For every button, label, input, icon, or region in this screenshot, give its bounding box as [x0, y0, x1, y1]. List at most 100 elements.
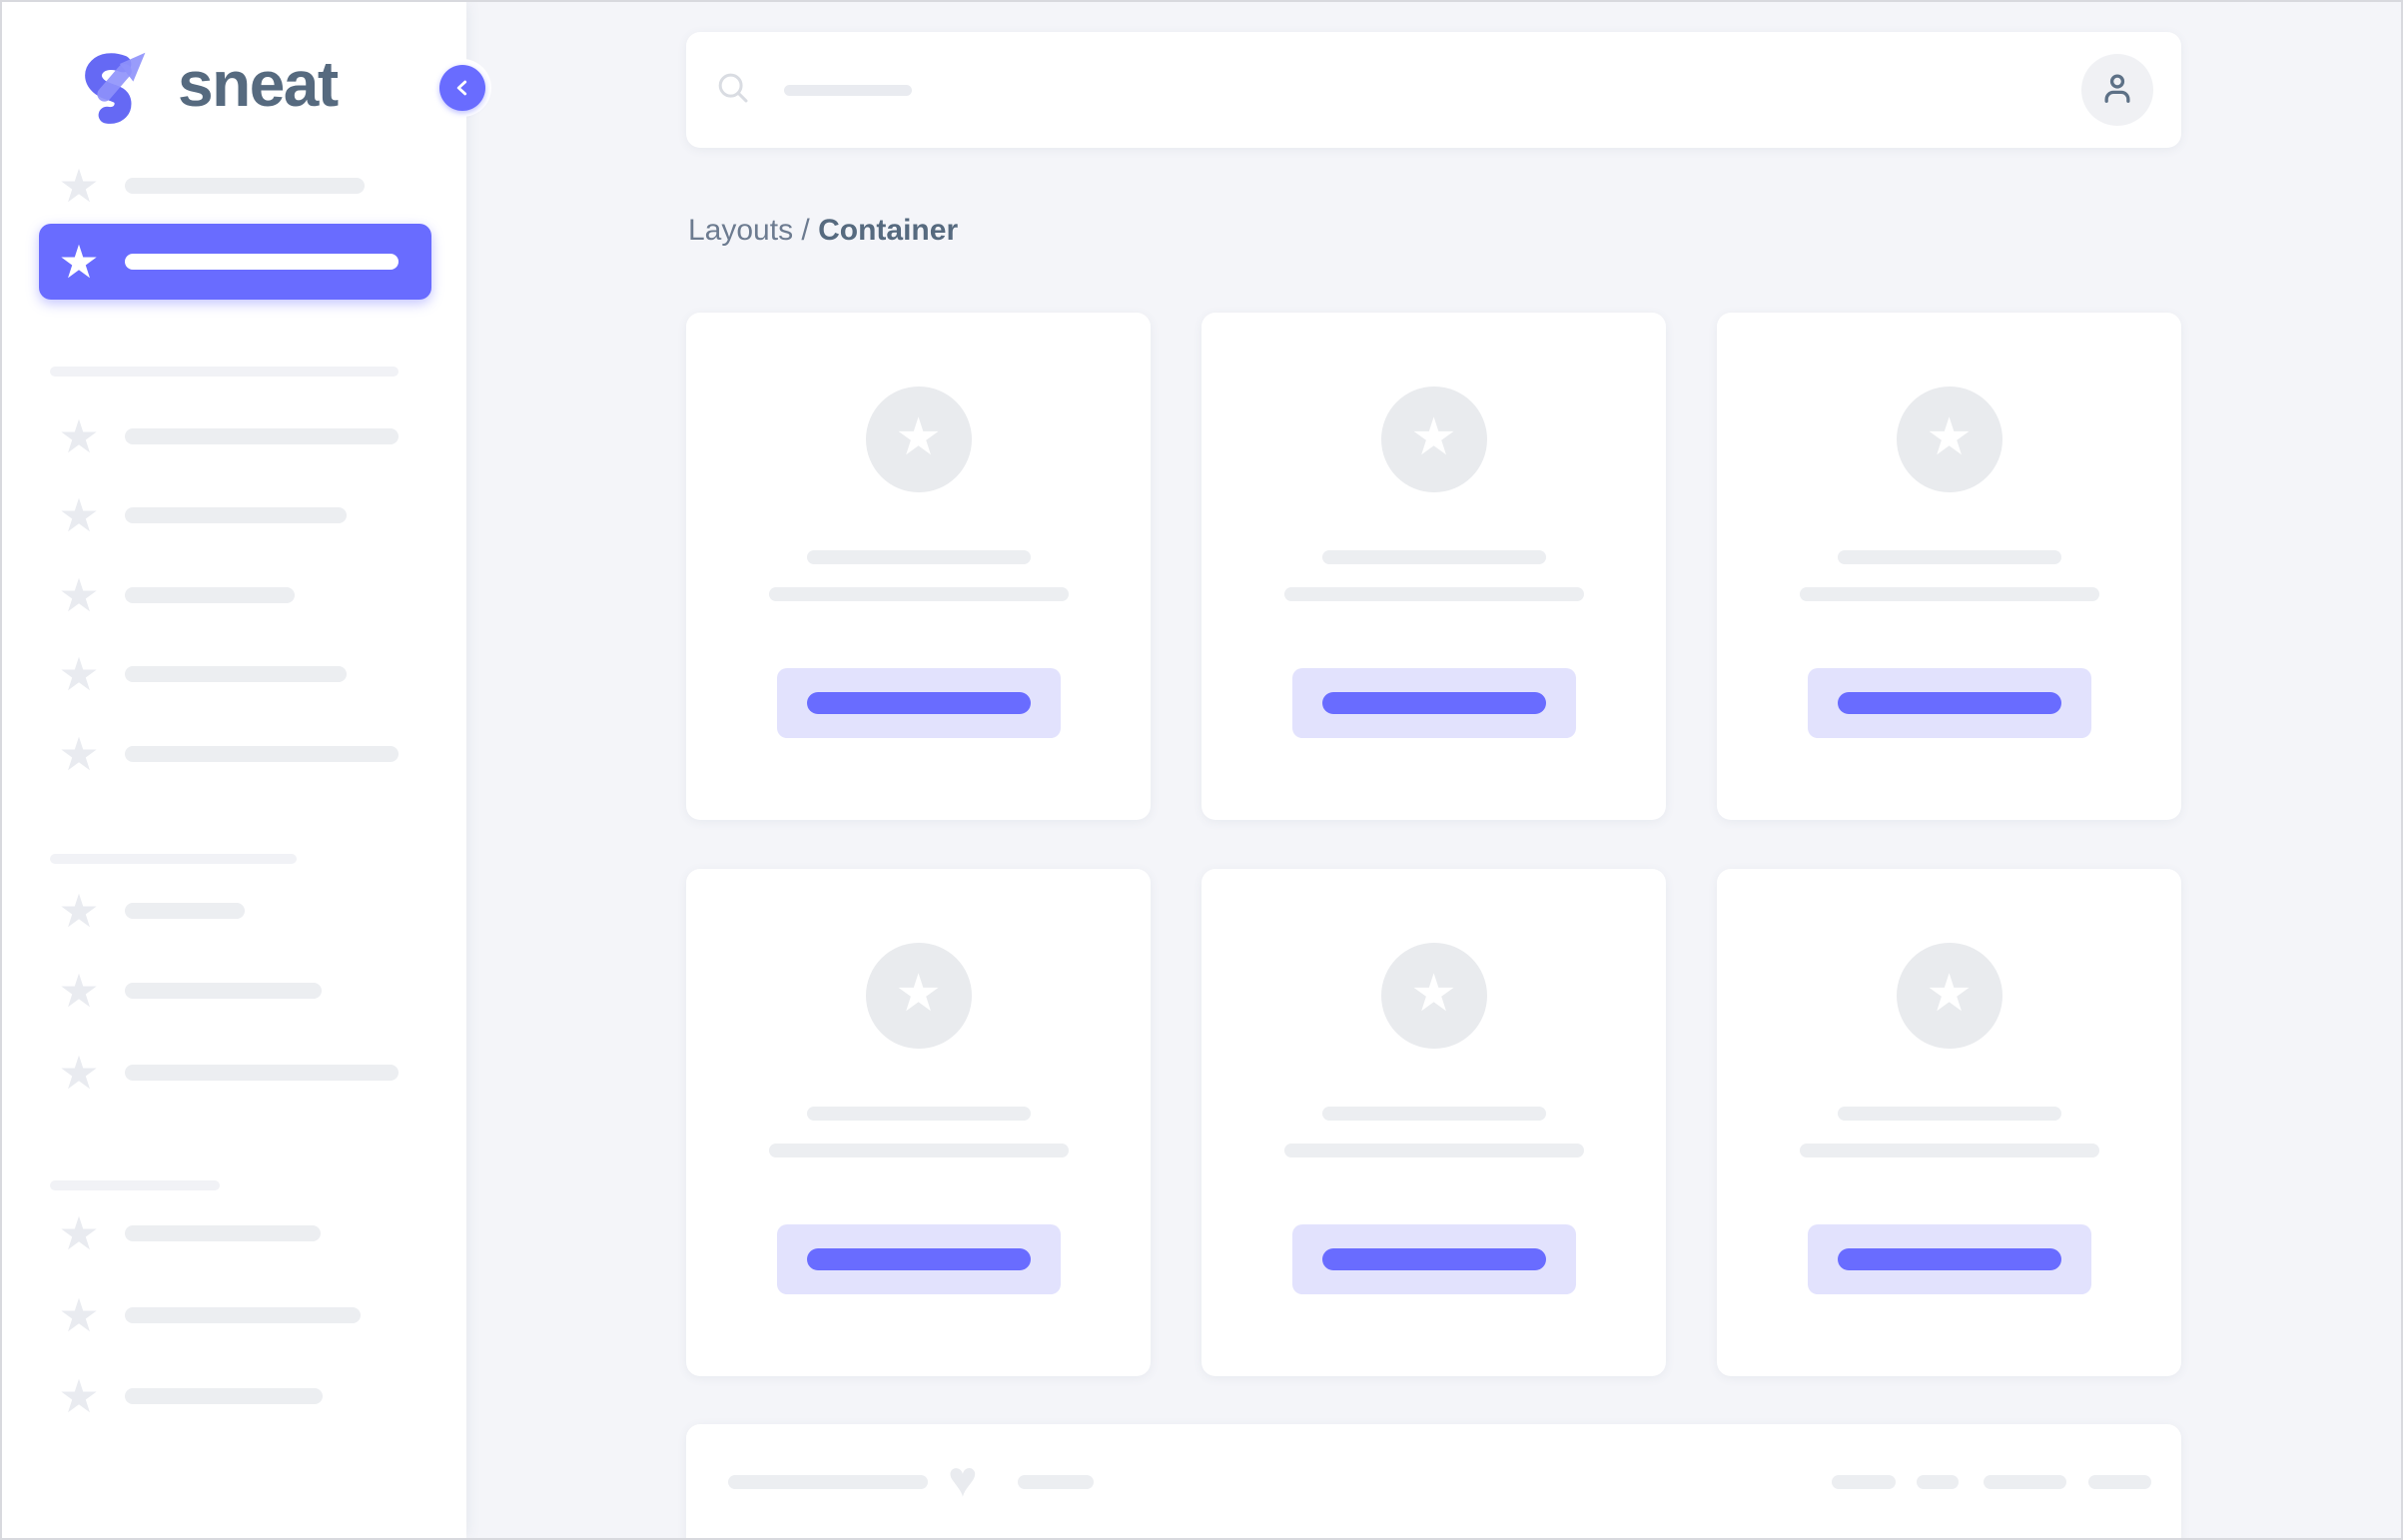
sidebar-collapse-button[interactable]	[433, 59, 491, 117]
card-action-button[interactable]	[1291, 668, 1576, 738]
card-text-placeholder-bar	[1837, 550, 2061, 564]
sidebar: sneat ★ ★ ★ ★ ★ ★ ★ ★ ★ ★ ★ ★ ★	[2, 2, 466, 1538]
card-action-button[interactable]	[1807, 1224, 2091, 1294]
heart-icon[interactable]: ♥	[948, 1451, 978, 1507]
user-menu-button[interactable]	[2081, 54, 2153, 126]
card-action-button[interactable]	[776, 1224, 1061, 1294]
star-icon: ★	[895, 408, 942, 466]
sidebar-menu-item[interactable]: ★	[2, 1033, 466, 1113]
star-icon: ★	[58, 648, 100, 700]
card-text-placeholder-bar	[1799, 1144, 2099, 1157]
sidebar-menu-item[interactable]: ★	[2, 951, 466, 1031]
sidebar-menu-item[interactable]: ★	[2, 1275, 466, 1355]
star-icon: ★	[58, 1207, 100, 1259]
menu-label-placeholder-bar	[125, 1225, 321, 1241]
star-icon: ★	[58, 885, 100, 937]
person-icon	[2096, 67, 2138, 114]
placeholder-card: ★	[1717, 869, 2181, 1376]
card-text-placeholder-bar	[1321, 550, 1546, 564]
card-text-placeholder-bar	[1837, 1107, 2061, 1121]
sidebar-section-divider	[50, 854, 297, 864]
menu-label-placeholder-bar	[125, 903, 245, 919]
star-icon: ★	[58, 1047, 100, 1099]
card-avatar: ★	[865, 943, 972, 1049]
brand-name: sneat	[178, 48, 339, 120]
chevron-left-icon	[439, 65, 485, 111]
star-icon: ★	[58, 728, 100, 780]
card-avatar: ★	[1896, 943, 2002, 1049]
search-icon	[714, 69, 752, 112]
sidebar-menu-item[interactable]: ★	[2, 714, 466, 794]
pagination-placeholder-bar[interactable]	[1832, 1475, 1896, 1489]
menu-label-placeholder-bar	[125, 1065, 399, 1081]
card-avatar: ★	[1380, 943, 1487, 1049]
button-label-placeholder-bar	[1837, 1248, 2061, 1270]
sidebar-menu-item[interactable]: ★	[2, 871, 466, 951]
card-avatar: ★	[865, 386, 972, 492]
breadcrumb-separator: /	[801, 214, 810, 247]
placeholder-card: ★	[686, 869, 1151, 1376]
button-label-placeholder-bar	[1321, 1248, 1546, 1270]
menu-label-placeholder-bar	[125, 746, 399, 762]
card-text-placeholder-bar	[1799, 587, 2099, 601]
card-action-button[interactable]	[1291, 1224, 1576, 1294]
sidebar-menu-item[interactable]: ★	[2, 146, 466, 226]
sidebar-menu-item[interactable]: ★	[2, 475, 466, 555]
placeholder-card: ★	[1717, 313, 2181, 820]
pagination-placeholder-bar[interactable]	[1917, 1475, 1959, 1489]
card-text-placeholder-bar	[1321, 1107, 1546, 1121]
card-action-button[interactable]	[776, 668, 1061, 738]
card-avatar: ★	[1896, 386, 2002, 492]
bottom-card-placeholder-bar	[1018, 1475, 1094, 1489]
star-icon: ★	[58, 489, 100, 541]
sidebar-section-divider	[50, 1180, 220, 1190]
star-icon: ★	[1410, 408, 1457, 466]
card-action-button[interactable]	[1807, 668, 2091, 738]
card-text-placeholder-bar	[768, 587, 1069, 601]
sidebar-menu-item[interactable]: ★	[2, 396, 466, 476]
search-input[interactable]	[714, 32, 912, 148]
pagination-placeholder-bar[interactable]	[2088, 1475, 2151, 1489]
button-label-placeholder-bar	[1837, 692, 2061, 714]
star-icon: ★	[58, 160, 100, 212]
sidebar-menu-item[interactable]: ★	[2, 1356, 466, 1436]
star-icon: ★	[58, 569, 100, 621]
star-icon: ★	[1926, 408, 1973, 466]
star-icon: ★	[58, 236, 100, 288]
menu-label-placeholder-bar	[125, 428, 399, 444]
star-icon: ★	[1410, 965, 1457, 1023]
sidebar-menu-item-active[interactable]: ★	[2, 222, 466, 302]
pagination-placeholder-bar[interactable]	[1984, 1475, 2066, 1489]
top-navbar	[686, 32, 2181, 148]
star-icon: ★	[58, 410, 100, 462]
placeholder-card: ★	[686, 313, 1151, 820]
sidebar-menu-item[interactable]: ★	[2, 634, 466, 714]
card-avatar: ★	[1380, 386, 1487, 492]
card-text-placeholder-bar	[806, 550, 1031, 564]
star-icon: ★	[895, 965, 942, 1023]
breadcrumb: Layouts / Container	[688, 214, 958, 248]
sidebar-menu: ★ ★ ★ ★ ★ ★ ★ ★ ★ ★ ★ ★ ★	[2, 2, 466, 1538]
breadcrumb-current-page: Container	[818, 214, 959, 247]
sidebar-menu-item[interactable]: ★	[2, 1193, 466, 1273]
cards-grid: ★ ★ ★ ★ ★ ★	[686, 313, 2181, 1376]
card-text-placeholder-bar	[1283, 1144, 1584, 1157]
menu-label-placeholder-bar	[125, 587, 295, 603]
star-icon: ★	[58, 965, 100, 1017]
menu-label-placeholder-bar	[125, 1388, 323, 1404]
brand[interactable]: sneat	[72, 44, 339, 124]
menu-label-placeholder-bar	[125, 178, 365, 194]
bottom-card: ♥	[686, 1424, 2181, 1538]
breadcrumb-section[interactable]: Layouts	[688, 214, 794, 247]
menu-label-placeholder-bar	[125, 1307, 361, 1323]
placeholder-card: ★	[1202, 869, 1666, 1376]
sidebar-menu-item[interactable]: ★	[2, 555, 466, 635]
star-icon: ★	[58, 1370, 100, 1422]
menu-label-placeholder-bar	[125, 507, 347, 523]
star-icon: ★	[1926, 965, 1973, 1023]
button-label-placeholder-bar	[806, 692, 1031, 714]
card-text-placeholder-bar	[1283, 587, 1584, 601]
sidebar-section-divider	[50, 367, 399, 377]
star-icon: ★	[58, 1289, 100, 1341]
sneat-logo-icon	[85, 52, 146, 124]
